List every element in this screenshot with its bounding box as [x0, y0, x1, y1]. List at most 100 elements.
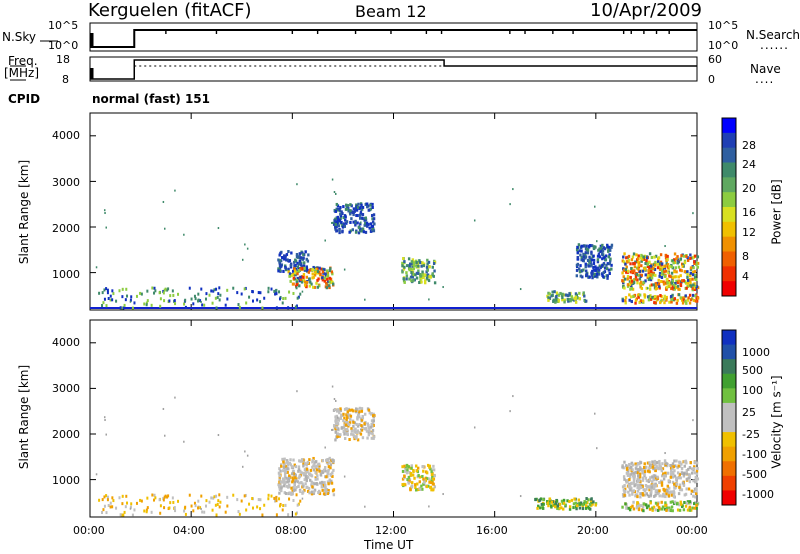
- velocity-cell: [654, 482, 657, 486]
- power-cell: [345, 203, 348, 207]
- power-cell: [671, 279, 675, 283]
- velocity-cell: [690, 467, 694, 471]
- velocity-cell: [660, 500, 663, 504]
- velocity-cell: [671, 500, 674, 504]
- velocity-cell: [680, 502, 683, 506]
- velocity-cell: [555, 499, 559, 503]
- power-cell: [408, 277, 411, 281]
- velocity-cell: [631, 470, 634, 474]
- power-cell: [279, 259, 282, 263]
- power-cell: [658, 271, 662, 275]
- velocity-cell: [671, 475, 675, 479]
- velocity-cell: [370, 422, 373, 426]
- power-cell: [299, 277, 303, 281]
- velocity-cell: [594, 503, 597, 507]
- velocity-speck: [162, 498, 165, 502]
- velocity-cell: [278, 491, 281, 495]
- velocity-cell: [361, 416, 365, 420]
- power-cell: [591, 269, 594, 273]
- power-cell: [307, 253, 310, 257]
- power-cell: [640, 273, 643, 277]
- velocity-speck: [332, 428, 334, 431]
- velocity-cell: [339, 416, 342, 420]
- power-cell: [629, 287, 632, 291]
- power-cell: [422, 262, 426, 266]
- velocity-cell: [333, 424, 336, 428]
- power-cell: [622, 267, 625, 271]
- power-cell: [358, 216, 362, 220]
- power-cell: [673, 252, 677, 256]
- velocity-speck: [243, 494, 246, 498]
- velocity-cell: [416, 466, 420, 470]
- power-cell: [585, 244, 588, 248]
- velocity-cell: [558, 506, 561, 510]
- velocity-cell: [364, 427, 368, 431]
- power-cell: [360, 229, 363, 233]
- velocity-cell: [407, 475, 411, 479]
- velocity-cell: [356, 415, 360, 419]
- velocity-cell: [578, 506, 582, 510]
- velocity-speck: [183, 440, 185, 443]
- velocity-speck: [150, 510, 153, 514]
- velocity-cell: [425, 471, 429, 475]
- power-cell: [319, 272, 322, 276]
- velocity-speck: [140, 499, 143, 503]
- power-cell: [421, 273, 424, 277]
- power-cell: [411, 258, 415, 262]
- power-cell: [565, 293, 568, 297]
- power-cell: [568, 292, 571, 296]
- velocity-cell: [363, 412, 367, 416]
- velocity-cell: [691, 506, 694, 510]
- power-cell: [354, 230, 358, 234]
- power-speck: [101, 291, 104, 295]
- velocity-cell: [405, 471, 409, 475]
- power-speck: [245, 301, 248, 305]
- velocity-cell: [407, 481, 410, 485]
- power-cell: [676, 258, 679, 262]
- power-cell: [622, 284, 625, 288]
- power-cell: [555, 298, 558, 302]
- velocity-colorbar-swatch: [722, 359, 736, 375]
- power-speck: [278, 297, 281, 301]
- power-cell: [350, 217, 353, 221]
- velocity-speck: [205, 499, 208, 503]
- power-cell: [409, 275, 413, 279]
- velocity-cell: [686, 500, 690, 504]
- velocity-cbar-tick: 1000: [742, 346, 770, 359]
- velocity-cell: [278, 478, 281, 482]
- velocity-cell: [621, 505, 624, 509]
- velocity-speck: [596, 447, 598, 450]
- power-cell: [674, 282, 677, 286]
- power-cell: [575, 274, 579, 278]
- power-cell: [352, 220, 355, 224]
- velocity-speck: [324, 446, 326, 449]
- power-cell: [298, 255, 301, 259]
- velocity-speck: [208, 500, 211, 504]
- velocity-cell: [371, 422, 375, 426]
- power-cell: [364, 218, 368, 222]
- power-cell: [625, 260, 629, 264]
- power-cell: [372, 229, 376, 233]
- velocity-cell: [650, 485, 654, 489]
- power-cell: [637, 267, 640, 271]
- power-cell: [683, 261, 687, 265]
- power-cell: [359, 222, 362, 226]
- velocity-cell: [693, 502, 696, 506]
- power-cell: [642, 281, 645, 285]
- power-speck: [145, 303, 148, 307]
- power-cell: [653, 263, 657, 267]
- velocity-cell: [536, 506, 539, 510]
- velocity-cell: [658, 464, 661, 468]
- velocity-cell: [348, 438, 351, 442]
- power-cell: [659, 267, 662, 271]
- velocity-cell: [300, 481, 303, 485]
- velocity-cell: [318, 464, 321, 468]
- velocity-cell: [631, 492, 634, 496]
- power-colorbar-swatch: [722, 207, 736, 223]
- power-cell: [610, 243, 614, 247]
- velocity-speck: [214, 503, 217, 507]
- power-cell: [692, 266, 695, 270]
- velocity-cell: [305, 476, 308, 480]
- velocity-cell: [591, 502, 594, 506]
